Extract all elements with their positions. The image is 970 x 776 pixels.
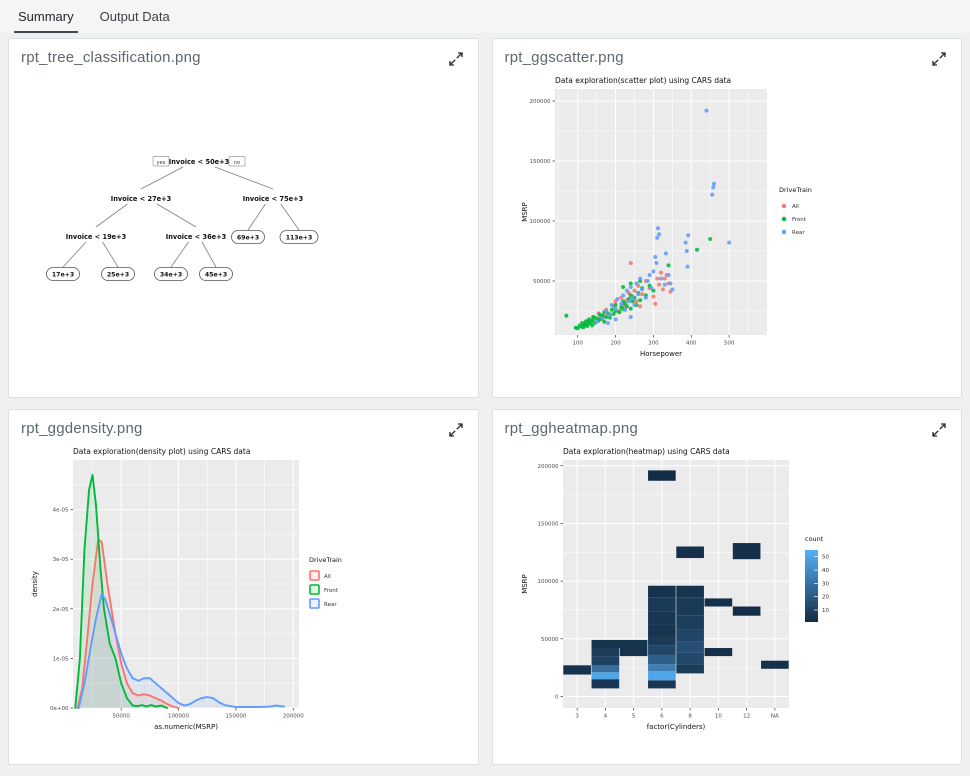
svg-text:17e+3: 17e+3 bbox=[52, 271, 74, 278]
svg-text:3: 3 bbox=[575, 714, 579, 720]
expand-button-ggdensity[interactable] bbox=[446, 420, 466, 440]
svg-text:200000: 200000 bbox=[283, 714, 304, 720]
svg-text:400: 400 bbox=[686, 341, 697, 347]
expand-icon bbox=[448, 52, 463, 66]
svg-text:8: 8 bbox=[688, 714, 692, 720]
svg-text:50000: 50000 bbox=[533, 279, 551, 285]
svg-text:100: 100 bbox=[572, 341, 583, 347]
svg-text:12: 12 bbox=[743, 714, 750, 720]
svg-text:2e-05: 2e-05 bbox=[53, 607, 69, 613]
svg-text:MSRP: MSRP bbox=[521, 574, 529, 594]
svg-text:6: 6 bbox=[660, 714, 664, 720]
svg-text:no: no bbox=[234, 160, 240, 166]
card-tree-classification: rpt_tree_classification.png Invoice < 50… bbox=[8, 38, 479, 398]
svg-text:20: 20 bbox=[822, 595, 829, 601]
expand-icon bbox=[448, 423, 463, 437]
svg-text:yes: yes bbox=[157, 160, 166, 166]
tab-summary[interactable]: Summary bbox=[14, 1, 78, 33]
svg-text:as.numeric(MSRP): as.numeric(MSRP) bbox=[154, 723, 218, 731]
card-title-ggscatter: rpt_ggscatter.png bbox=[504, 49, 624, 66]
density-plot-image: 50000 100000 150000 200000 0e+00 1e-05 2e-05 3e… bbox=[31, 447, 342, 731]
svg-text:3e-05: 3e-05 bbox=[53, 557, 69, 563]
svg-text:100000: 100000 bbox=[529, 219, 550, 225]
svg-text:40: 40 bbox=[822, 568, 829, 574]
tab-bar: Summary Output Data bbox=[0, 0, 970, 33]
svg-text:4e-05: 4e-05 bbox=[53, 508, 69, 514]
svg-text:300: 300 bbox=[648, 341, 659, 347]
svg-text:count: count bbox=[805, 535, 824, 543]
svg-text:0e+00: 0e+00 bbox=[50, 706, 69, 712]
svg-text:113e+3: 113e+3 bbox=[286, 234, 313, 241]
svg-text:10: 10 bbox=[822, 608, 829, 614]
svg-text:Invoice < 19e+3: Invoice < 19e+3 bbox=[66, 233, 127, 241]
svg-text:DriveTrain: DriveTrain bbox=[309, 556, 342, 564]
svg-text:All: All bbox=[324, 574, 331, 580]
svg-text:150000: 150000 bbox=[529, 159, 550, 165]
results-grid: rpt_tree_classification.png Invoice < 50… bbox=[0, 33, 970, 773]
expand-button-ggscatter[interactable] bbox=[929, 49, 949, 69]
expand-icon bbox=[932, 52, 946, 66]
svg-text:5: 5 bbox=[631, 714, 635, 720]
card-ggscatter: rpt_ggscatter.png 100 200 300 400 500 50000 10… bbox=[491, 38, 962, 398]
svg-text:30: 30 bbox=[822, 581, 829, 587]
svg-text:1e-05: 1e-05 bbox=[53, 656, 69, 662]
card-ggheatmap: rpt_ggheatmap.png 3 4 5 6 8 10 12 NA 0 50000 10000… bbox=[491, 409, 962, 765]
svg-text:100000: 100000 bbox=[168, 714, 189, 720]
svg-text:50000: 50000 bbox=[541, 637, 559, 643]
svg-text:Horsepower: Horsepower bbox=[639, 350, 681, 358]
svg-text:Front: Front bbox=[324, 588, 339, 594]
svg-text:100000: 100000 bbox=[537, 579, 558, 585]
svg-text:150000: 150000 bbox=[537, 521, 558, 527]
expand-button-ggheatmap[interactable] bbox=[929, 420, 949, 440]
svg-text:50000: 50000 bbox=[112, 714, 130, 720]
svg-text:45e+3: 45e+3 bbox=[205, 271, 227, 278]
svg-text:MSRP: MSRP bbox=[521, 202, 529, 222]
svg-text:200000: 200000 bbox=[537, 464, 558, 470]
svg-text:10: 10 bbox=[714, 714, 721, 720]
svg-text:density: density bbox=[31, 571, 39, 597]
expand-icon bbox=[932, 423, 946, 437]
svg-text:Invoice < 50e+3: Invoice < 50e+3 bbox=[169, 158, 230, 166]
svg-text:Rear: Rear bbox=[324, 602, 337, 608]
svg-text:Data exploration(scatter plot): Data exploration(scatter plot) using CAR… bbox=[555, 76, 731, 85]
card-ggdensity: rpt_ggdensity.png 50000 100000 150000 20000… bbox=[8, 409, 479, 765]
card-title-ggheatmap: rpt_ggheatmap.png bbox=[504, 420, 639, 437]
svg-text:Data exploration(density plot): Data exploration(density plot) using CAR… bbox=[73, 447, 250, 456]
svg-text:NA: NA bbox=[770, 714, 778, 720]
svg-text:Rear: Rear bbox=[792, 230, 805, 236]
svg-text:4: 4 bbox=[603, 714, 607, 720]
svg-text:factor(Cylinders): factor(Cylinders) bbox=[646, 723, 705, 731]
scatter-plot-image: 100 200 300 400 500 50000 100000 150000 200000 Da… bbox=[521, 76, 812, 358]
svg-text:Invoice < 75e+3: Invoice < 75e+3 bbox=[243, 195, 304, 203]
svg-text:34e+3: 34e+3 bbox=[160, 271, 182, 278]
card-title-tree-classification: rpt_tree_classification.png bbox=[21, 49, 201, 66]
svg-text:Invoice < 36e+3: Invoice < 36e+3 bbox=[166, 233, 227, 241]
svg-text:Data exploration(heatmap) usin: Data exploration(heatmap) using CARS dat… bbox=[563, 447, 730, 456]
svg-text:0: 0 bbox=[555, 694, 559, 700]
svg-text:69e+3: 69e+3 bbox=[237, 234, 259, 241]
svg-text:150000: 150000 bbox=[225, 714, 246, 720]
svg-text:200: 200 bbox=[610, 341, 621, 347]
expand-button-tree-classification[interactable] bbox=[446, 49, 466, 69]
svg-text:DriveTrain: DriveTrain bbox=[779, 186, 812, 194]
svg-text:500: 500 bbox=[723, 341, 734, 347]
tree-diagram-image: Invoice < 50e+3 Invoice < 27e+3 Invoice < … bbox=[46, 156, 319, 281]
svg-text:50: 50 bbox=[822, 555, 829, 561]
svg-text:Invoice < 27e+3: Invoice < 27e+3 bbox=[111, 195, 172, 203]
svg-text:Front: Front bbox=[792, 217, 807, 223]
tab-output-data[interactable]: Output Data bbox=[99, 9, 170, 24]
heatmap-plot-image: 3 4 5 6 8 10 12 NA 0 50000 100000 150000 200000 Data … bbox=[521, 447, 829, 731]
svg-text:200000: 200000 bbox=[529, 99, 550, 105]
svg-text:All: All bbox=[792, 204, 799, 210]
svg-text:25e+3: 25e+3 bbox=[107, 271, 129, 278]
card-title-ggdensity: rpt_ggdensity.png bbox=[21, 420, 143, 437]
